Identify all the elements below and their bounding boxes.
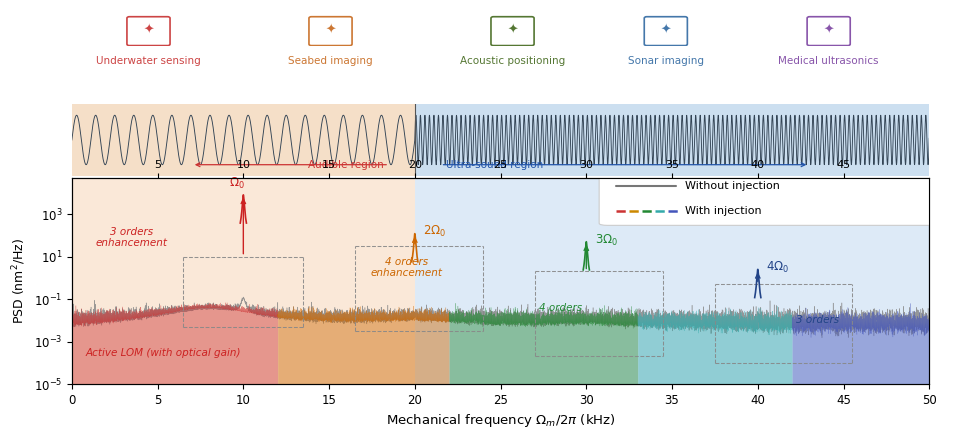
Without injection — [452, 319, 464, 324]
Text: Audible region: Audible region — [308, 160, 384, 170]
Text: ✦: ✦ — [824, 24, 833, 37]
Text: ✦: ✦ — [326, 24, 335, 37]
FancyBboxPatch shape — [599, 168, 938, 225]
Text: ✦: ✦ — [508, 24, 517, 37]
Text: Sonar imaging: Sonar imaging — [627, 56, 704, 66]
Text: Seabed imaging: Seabed imaging — [288, 56, 373, 66]
X-axis label: Mechanical frequency $\Omega_m/2\pi$ (kHz): Mechanical frequency $\Omega_m/2\pi$ (kH… — [386, 412, 615, 429]
Without injection — [811, 319, 823, 325]
Text: 3 orders: 3 orders — [796, 316, 839, 326]
Text: Without injection: Without injection — [685, 181, 780, 191]
Bar — [415, 178, 929, 384]
Text: 4 orders: 4 orders — [539, 302, 582, 312]
Without injection — [613, 321, 625, 326]
Without injection — [924, 329, 935, 334]
Bar — [72, 104, 415, 176]
Text: Active LOM (with optical gain): Active LOM (with optical gain) — [85, 348, 241, 358]
Without injection — [66, 318, 78, 323]
Line: Without injection: Without injection — [72, 297, 929, 338]
Text: Medical ultrasonics: Medical ultrasonics — [779, 56, 878, 66]
Without injection — [238, 294, 249, 299]
Text: ✦: ✦ — [144, 24, 153, 37]
Text: Ultra-sound region: Ultra-sound region — [445, 160, 543, 170]
Text: ✦: ✦ — [661, 24, 671, 37]
Text: $2\Omega_0$: $2\Omega_0$ — [423, 224, 446, 239]
Text: Underwater sensing: Underwater sensing — [96, 56, 201, 66]
Text: With injection: With injection — [685, 206, 762, 216]
Bar — [72, 178, 415, 384]
Text: $4\Omega_0$: $4\Omega_0$ — [766, 260, 789, 275]
Without injection — [835, 323, 847, 328]
Without injection — [816, 335, 828, 340]
Text: Acoustic positioning: Acoustic positioning — [460, 56, 565, 66]
Without injection — [922, 325, 933, 330]
Text: $3\Omega_0$: $3\Omega_0$ — [595, 233, 618, 247]
Y-axis label: PSD (nm$^2$/Hz): PSD (nm$^2$/Hz) — [11, 238, 28, 324]
Text: 3 orders
enhancement: 3 orders enhancement — [96, 227, 168, 248]
Text: 4 orders
enhancement: 4 orders enhancement — [370, 257, 443, 279]
Bar — [415, 104, 929, 176]
Without injection — [912, 316, 924, 321]
Text: $\Omega_0$: $\Omega_0$ — [229, 176, 244, 191]
